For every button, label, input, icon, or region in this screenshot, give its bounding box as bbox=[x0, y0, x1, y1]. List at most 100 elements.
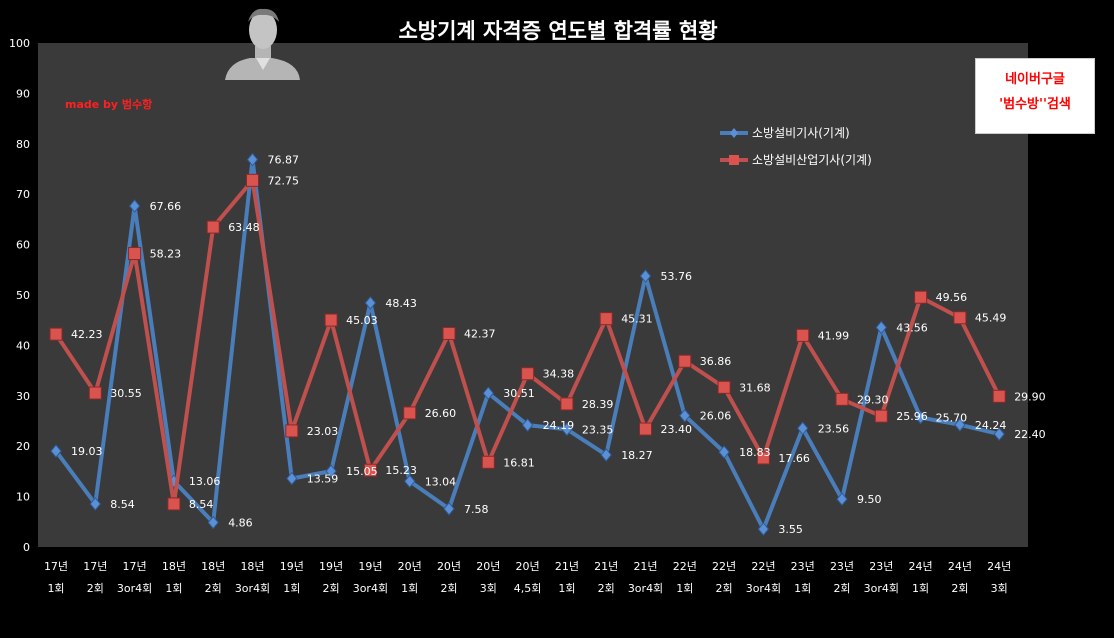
plot-area bbox=[38, 43, 1028, 547]
data-point bbox=[560, 397, 574, 411]
data-point bbox=[324, 313, 338, 327]
promo-line-2: '범수방''검색 bbox=[999, 97, 1071, 112]
x-tick-round: 3or4회 bbox=[235, 582, 270, 595]
data-label: 24.19 bbox=[543, 419, 575, 432]
y-tick-label: 80 bbox=[16, 138, 30, 151]
data-label: 9.50 bbox=[857, 493, 882, 506]
x-tick-year: 24년 bbox=[909, 560, 933, 573]
x-tick-round: 3or4회 bbox=[353, 582, 388, 595]
x-tick-round: 1회 bbox=[676, 582, 693, 595]
series-1 bbox=[50, 152, 1005, 536]
data-label: 58.23 bbox=[150, 248, 182, 261]
data-label: 23.03 bbox=[307, 425, 339, 438]
x-tick-round: 2회 bbox=[951, 582, 968, 595]
data-label: 23.40 bbox=[661, 423, 693, 436]
promo-line-1: 네이버구글 bbox=[1005, 72, 1065, 87]
chart-title: 소방기계 자격증 연도별 합격률 현황 bbox=[398, 19, 717, 43]
x-tick-year: 23년 bbox=[830, 560, 854, 573]
data-label: 76.87 bbox=[268, 154, 300, 167]
x-tick-label: 17년 2회 bbox=[83, 560, 107, 595]
data-label: 34.38 bbox=[543, 368, 575, 381]
data-label: 25.96 bbox=[896, 410, 928, 423]
data-point bbox=[89, 497, 101, 511]
data-point bbox=[443, 502, 455, 516]
data-label: 30.55 bbox=[110, 387, 142, 400]
x-tick-year: 22년 bbox=[673, 560, 697, 573]
data-label: 43.56 bbox=[896, 321, 928, 334]
x-axis: 17년1회17년2회17년3or4회18년1회18년2회18년3or4회19년1… bbox=[44, 560, 1011, 595]
data-point bbox=[717, 380, 731, 394]
x-tick-label: 24년 1회 bbox=[909, 560, 933, 595]
data-label: 25.70 bbox=[936, 411, 968, 424]
x-tick-year: 21년 bbox=[594, 560, 618, 573]
data-label: 26.06 bbox=[700, 410, 732, 423]
x-tick-year: 24년 bbox=[948, 560, 972, 573]
data-point bbox=[679, 408, 691, 423]
data-label: 28.39 bbox=[582, 398, 614, 411]
data-label: 24.24 bbox=[975, 419, 1007, 432]
data-label: 15.05 bbox=[346, 465, 378, 478]
x-tick-round: 2회 bbox=[716, 582, 733, 595]
x-tick-year: 18년 bbox=[201, 560, 225, 573]
data-label: 22.40 bbox=[1014, 428, 1045, 441]
data-point bbox=[481, 455, 495, 469]
data-label: 13.04 bbox=[425, 475, 457, 488]
y-tick-label: 90 bbox=[16, 87, 30, 100]
data-point bbox=[953, 311, 967, 325]
x-tick-label: 22년 2회 bbox=[712, 560, 736, 595]
data-point bbox=[914, 410, 927, 425]
data-label: 45.03 bbox=[346, 314, 378, 327]
data-point bbox=[678, 354, 692, 368]
x-tick-label: 23년 1회 bbox=[791, 560, 815, 595]
x-tick-year: 20년 bbox=[516, 560, 540, 573]
x-tick-round: 3회 bbox=[480, 582, 497, 595]
x-tick-label: 22년 3or4회 bbox=[746, 560, 781, 595]
y-tick-label: 30 bbox=[16, 390, 30, 403]
data-label: 36.86 bbox=[700, 355, 732, 368]
x-tick-label: 23년 2회 bbox=[830, 560, 854, 595]
data-point bbox=[50, 444, 62, 458]
data-label: 42.37 bbox=[464, 327, 496, 340]
data-point bbox=[128, 199, 141, 213]
data-label: 18.83 bbox=[739, 446, 771, 459]
promo-box: 네이버구글 '범수방''검색 bbox=[975, 58, 1095, 134]
x-tick-label: 20년 3회 bbox=[476, 560, 500, 595]
data-point bbox=[49, 327, 63, 341]
data-point bbox=[442, 326, 456, 340]
y-tick-label: 50 bbox=[16, 289, 30, 302]
data-point bbox=[561, 422, 573, 437]
data-label: 48.43 bbox=[385, 297, 417, 310]
data-point bbox=[992, 389, 1006, 403]
x-tick-round: 3or4회 bbox=[864, 582, 899, 595]
data-point bbox=[207, 515, 219, 530]
x-tick-label: 21년 1회 bbox=[555, 560, 579, 595]
data-label: 19.03 bbox=[71, 445, 103, 458]
data-label: 13.59 bbox=[307, 473, 339, 486]
data-point bbox=[521, 367, 535, 381]
x-tick-round: 2회 bbox=[440, 582, 457, 595]
data-point bbox=[403, 406, 417, 420]
x-tick-year: 17년 bbox=[123, 560, 147, 573]
data-label: 30.51 bbox=[503, 387, 535, 400]
data-point bbox=[167, 497, 181, 511]
data-point bbox=[639, 269, 652, 283]
x-tick-year: 23년 bbox=[791, 560, 815, 573]
data-label: 17.66 bbox=[778, 452, 810, 465]
x-tick-label: 22년 1회 bbox=[673, 560, 697, 595]
data-point bbox=[954, 418, 966, 432]
data-point bbox=[206, 220, 220, 234]
data-label: 63.48 bbox=[228, 221, 260, 234]
x-tick-label: 18년 1회 bbox=[162, 560, 186, 595]
data-point bbox=[836, 492, 848, 506]
x-tick-round: 1회 bbox=[401, 582, 418, 595]
data-point bbox=[363, 463, 377, 477]
x-tick-label: 19년 3or4회 bbox=[353, 560, 388, 595]
x-tick-label: 18년 3or4회 bbox=[235, 560, 270, 595]
data-label: 29.90 bbox=[1014, 390, 1045, 403]
data-point bbox=[993, 427, 1005, 441]
series-2 bbox=[49, 173, 1006, 511]
data-label: 29.30 bbox=[857, 393, 889, 406]
credit-text: made by 범수항 bbox=[65, 97, 152, 111]
data-point bbox=[874, 409, 888, 423]
data-label: 18.27 bbox=[621, 449, 653, 462]
